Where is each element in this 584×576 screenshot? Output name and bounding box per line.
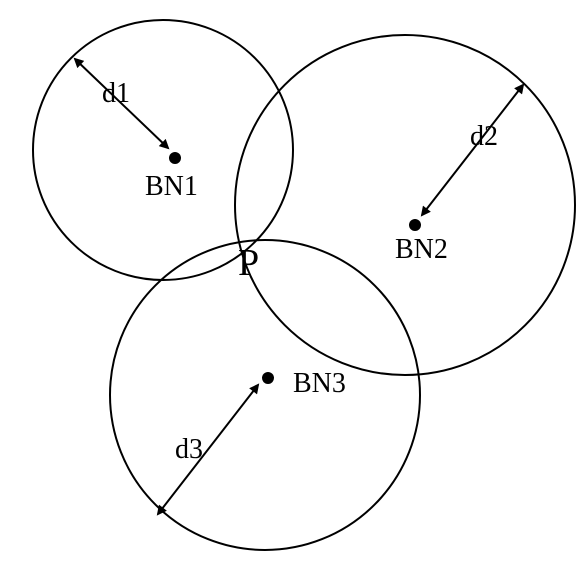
beacon-node-bn2: [409, 219, 421, 231]
range-circle-c2: [235, 35, 575, 375]
intersection-point-label: P: [238, 242, 259, 284]
beacon-node-bn3: [262, 372, 274, 384]
radius-arrow-d3: [158, 385, 258, 514]
beacon-label-bn1: BN1: [145, 171, 198, 202]
range-circle-c3: [110, 240, 420, 550]
beacon-node-bn1: [169, 152, 181, 164]
radius-label-d3: d3: [175, 434, 203, 465]
radius-label-d2: d2: [470, 121, 498, 152]
trilateration-diagram: d1 d2 d3 BN1 BN2 BN3 P: [0, 0, 584, 576]
beacon-label-bn2: BN2: [395, 234, 448, 265]
beacon-label-bn3: BN3: [293, 368, 346, 399]
radius-label-d1: d1: [102, 78, 130, 109]
